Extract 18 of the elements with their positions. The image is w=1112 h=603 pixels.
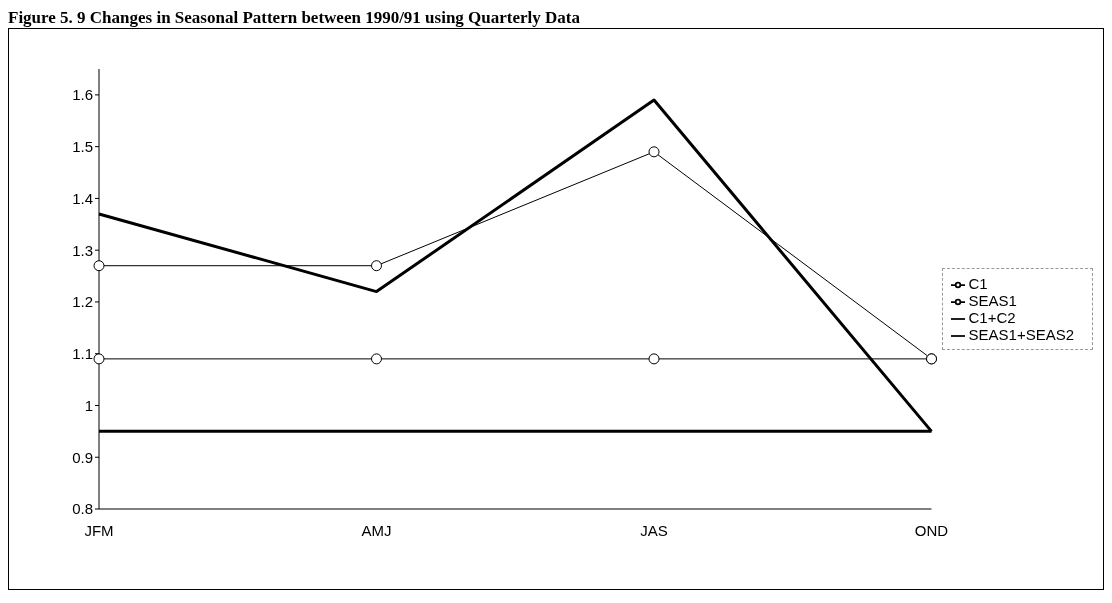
y-tick-label: 1.5 xyxy=(72,137,93,155)
x-tick-label: OND xyxy=(914,521,949,539)
y-tick-label: 1.6 xyxy=(72,86,93,104)
legend-label: SEAS1+SEAS2 xyxy=(968,326,1074,344)
legend-label: SEAS1 xyxy=(968,291,1017,309)
chart-title: Figure 5. 9 Changes in Seasonal Pattern between 1990/91 using Quarterly Data xyxy=(8,8,581,28)
x-tick-label: JFM xyxy=(84,521,114,539)
y-tick-label: 0.9 xyxy=(72,448,93,466)
y-tick-label: 1 xyxy=(84,396,93,414)
x-tick-label: JAS xyxy=(640,521,668,539)
y-tick-label: 0.8 xyxy=(72,500,93,518)
legend-label: C1 xyxy=(968,274,988,292)
x-tick-label: AMJ xyxy=(361,521,392,539)
y-tick-label: 1.4 xyxy=(72,189,93,207)
y-tick-label: 1.1 xyxy=(72,345,93,363)
legend-label: C1+C2 xyxy=(968,309,1016,326)
y-tick-label: 1.3 xyxy=(72,241,93,259)
y-tick-label: 1.2 xyxy=(72,293,93,311)
